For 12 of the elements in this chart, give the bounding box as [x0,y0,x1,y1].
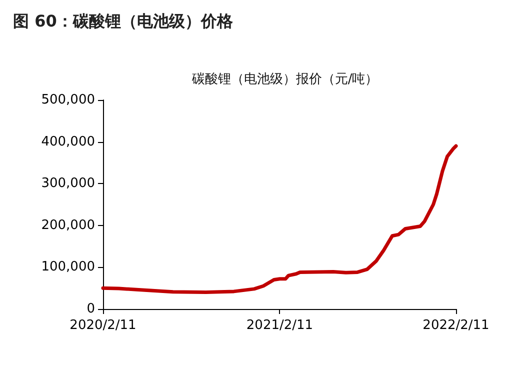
chart-subtitle: 碳酸锂（电池级）报价（元/吨） [190,72,378,87]
chart-title: 图 60：碳酸锂（电池级）价格 [13,12,234,30]
y-tick-label: 100,000 [41,260,95,275]
line-series [101,144,458,294]
y-tick-label: 200,000 [41,218,95,233]
x-tick-label: 2021/2/11 [246,318,314,333]
x-tick-label: 2020/2/11 [70,318,136,333]
y-tick-label: 0 [86,302,95,316]
y-tick-label: 500,000 [41,92,95,108]
y-tick-label: 400,000 [41,134,95,150]
y-tick-label: 300,000 [41,176,95,192]
x-tick-label: 2022/2/11 [422,318,490,333]
